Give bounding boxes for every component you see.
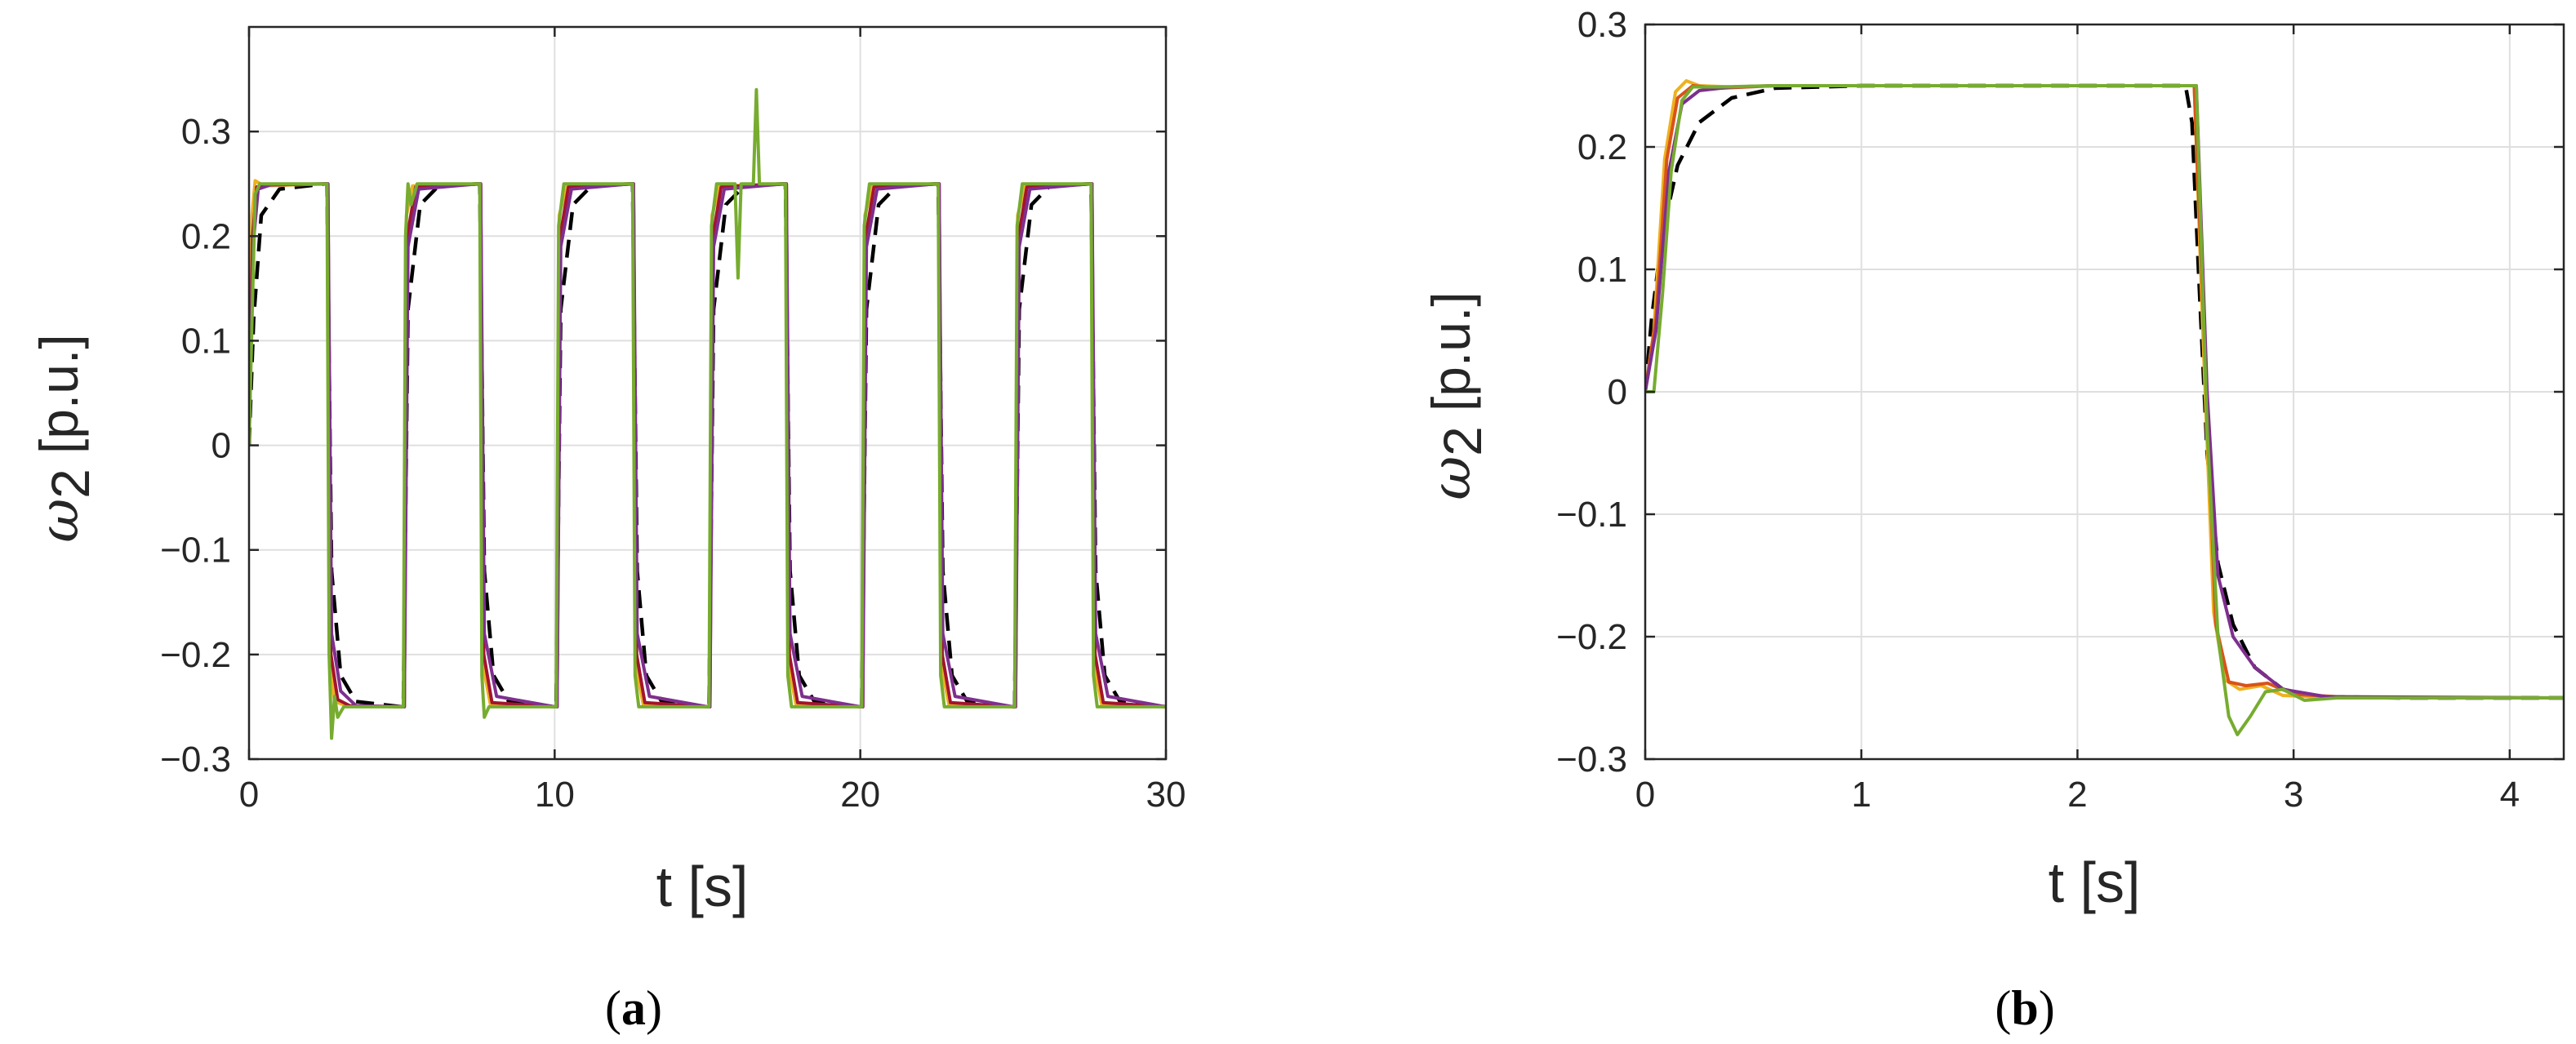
y-tick-label: −0.1: [160, 531, 231, 571]
x-tick-label: 30: [1146, 775, 1186, 815]
y-tick-label: 0.2: [1577, 127, 1627, 167]
y-tick-label: 0.1: [1577, 250, 1627, 290]
ylabel-b-symbol: ω: [1420, 456, 1483, 500]
plot-area-b: 0 1 2 3 4 −0.3 −0.2 −0.1 0 0.1 0.2 0.3: [1556, 5, 2565, 815]
xlabel-b: t [s]: [2049, 851, 2141, 914]
ylabel-a-symbol: ω: [28, 499, 91, 543]
y-tick-label: −0.2: [1556, 617, 1627, 657]
ylabel-b: ω2 [p.u.]: [1420, 291, 1493, 500]
y-tick-label: 0.3: [181, 112, 231, 152]
y-tick-label: 0: [211, 426, 231, 466]
chart-panel-a: ω2 [p.u.] t [s] (a): [28, 334, 748, 1035]
x-tick-label: 20: [840, 775, 880, 815]
ylabel-b-unit: [p.u.]: [1421, 291, 1481, 411]
x-tick-label: 10: [535, 775, 575, 815]
chart-panel-b: ω2[p.u.] t [s] (b): [1420, 291, 2140, 1035]
y-tick-label: 0: [1608, 372, 1627, 412]
y-tick-label: −0.3: [1556, 740, 1627, 780]
x-tick-label: 4: [2500, 775, 2520, 815]
series-line-5: [1645, 84, 2564, 736]
xlabel-a: t [s]: [656, 855, 749, 918]
ylabel-b-subscript: 2: [1432, 426, 1493, 456]
x-tick-label: 2: [2067, 775, 2087, 815]
y-tick-label: 0.3: [1577, 5, 1627, 45]
ylabel-a: ω2 [p.u.]: [28, 334, 100, 542]
plot-area-a: 0 10 20 30 −0.3 −0.2 −0.1 0 0.1 0.2 0.3: [160, 25, 1186, 815]
ylabel-a-subscript: 2: [40, 469, 100, 499]
y-tick-label: 0.1: [181, 321, 231, 361]
caption-b: (b): [1995, 981, 2054, 1035]
axes-box: [247, 25, 1168, 761]
plot-background: [249, 27, 1166, 759]
ylabel-a-unit: [p.u.]: [29, 334, 89, 454]
caption-a-letter: a: [621, 981, 646, 1035]
x-tick-label: 3: [2284, 775, 2303, 815]
caption-b-letter: b: [2011, 981, 2038, 1035]
y-tick-label: −0.1: [1556, 495, 1627, 535]
y-tick-label: 0.2: [181, 216, 231, 256]
x-tick-label: 1: [1851, 775, 1871, 815]
series-line-5: [249, 87, 1166, 740]
y-tick-label: −0.2: [160, 635, 231, 675]
x-tick-label: 0: [239, 775, 259, 815]
y-tick-label: −0.3: [160, 740, 231, 780]
x-tick-label: 0: [1635, 775, 1655, 815]
caption-a: (a): [605, 981, 662, 1035]
